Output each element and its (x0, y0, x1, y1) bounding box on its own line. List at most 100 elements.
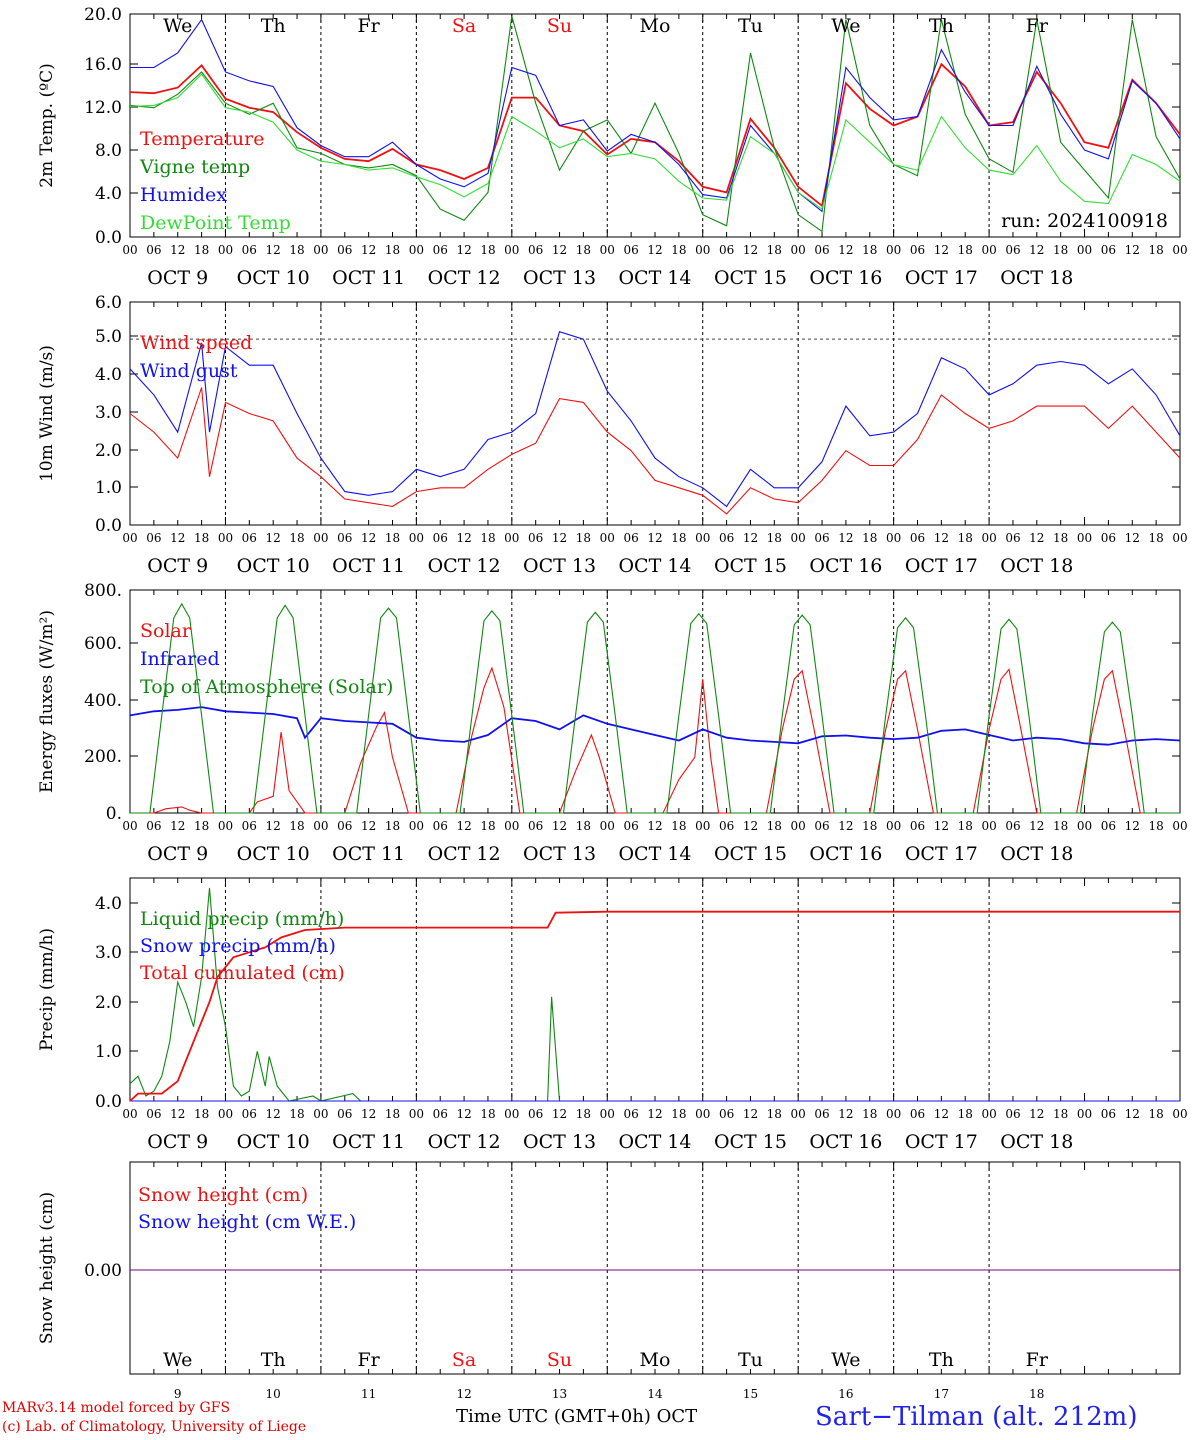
hour-tick-label: 00 (791, 243, 806, 257)
hour-tick-label: 06 (1005, 819, 1020, 833)
y-tick-label: 4.0 (95, 894, 122, 914)
hour-tick-label: 18 (671, 243, 686, 257)
hour-tick-label: 12 (647, 243, 662, 257)
date-label: OCT 15 (714, 1131, 787, 1153)
hour-tick-label: 18 (767, 819, 782, 833)
date-label: OCT 9 (147, 1131, 208, 1153)
hour-tick-label: 00 (695, 243, 710, 257)
hour-tick-label: 18 (289, 531, 304, 545)
weekday-label-bottom: Th (261, 1349, 286, 1371)
hour-tick-label: 00 (1172, 243, 1187, 257)
date-label: OCT 18 (1000, 555, 1073, 577)
y-tick-label: 5.0 (95, 327, 122, 347)
series-line-temperature (129, 62, 1181, 208)
hour-tick-label: 12 (743, 1107, 758, 1121)
hour-tick-label: 18 (194, 819, 209, 833)
hour-tick-label: 00 (122, 819, 137, 833)
hour-tick-label: 12 (361, 819, 376, 833)
y-tick-label: 0. (106, 804, 122, 824)
y-tick-label: 6.0 (95, 293, 122, 313)
hour-tick-label: 12 (1125, 243, 1140, 257)
legend-entry: Total cumulated (cm) (140, 962, 345, 984)
hour-tick-label: 12 (1029, 819, 1044, 833)
hour-tick-label: 18 (385, 243, 400, 257)
y-tick-label: 3.0 (95, 403, 122, 423)
date-label: OCT 16 (809, 555, 882, 577)
hour-tick-label: 18 (862, 531, 877, 545)
series-line-infrared (129, 706, 1181, 746)
hour-tick-label: 12 (456, 243, 471, 257)
hour-tick-label: 12 (838, 531, 853, 545)
date-label: OCT 9 (147, 267, 208, 289)
weekday-label-bottom: Fr (358, 1349, 381, 1371)
hour-tick-label: 18 (1053, 531, 1068, 545)
hour-tick-label: 00 (695, 531, 710, 545)
hour-tick-label: 12 (934, 819, 949, 833)
date-label: OCT 11 (332, 555, 405, 577)
panel-5: 0.00 Snow height (cm) Snow height (cm) Snow… (37, 1161, 1181, 1375)
hour-tick-label: 06 (1005, 243, 1020, 257)
hour-tick-label: 00 (313, 1107, 328, 1121)
hour-tick-label: 18 (289, 819, 304, 833)
weekday-label-top: Su (547, 15, 572, 37)
date-label: OCT 11 (332, 1131, 405, 1153)
hour-tick-label: 12 (838, 819, 853, 833)
legend-entry: Infrared (140, 648, 220, 670)
y-axis-title: Precip (mm/h) (37, 928, 57, 1051)
hour-tick-label: 18 (576, 1107, 591, 1121)
hour-tick-label: 00 (886, 819, 901, 833)
date-label: OCT 18 (1000, 1131, 1073, 1153)
date-label: OCT 17 (905, 267, 978, 289)
day-number-label: 15 (743, 1387, 758, 1401)
hour-tick-label: 12 (552, 1107, 567, 1121)
hour-tick-label: 18 (862, 819, 877, 833)
hour-tick-label: 06 (719, 1107, 734, 1121)
hour-tick-label: 06 (337, 1107, 352, 1121)
weekday-label-top: Mo (640, 15, 671, 37)
hour-tick-label: 06 (1101, 243, 1116, 257)
legend-entry: Solar (140, 620, 192, 642)
hour-tick-label: 18 (862, 1107, 877, 1121)
station-name: Sart−Tilman (alt. 212m) (815, 1402, 1138, 1432)
y-tick-label: 400. (84, 691, 122, 711)
hour-tick-label: 12 (647, 531, 662, 545)
date-label: OCT 17 (905, 555, 978, 577)
date-label: OCT 12 (428, 1131, 501, 1153)
hour-tick-label: 00 (122, 1107, 137, 1121)
hour-tick-label: 18 (671, 531, 686, 545)
hour-tick-label: 18 (289, 243, 304, 257)
hour-tick-label: 12 (456, 531, 471, 545)
weekday-label-top: Fr (1026, 15, 1049, 37)
day-number-label: 12 (456, 1387, 471, 1401)
hour-tick-label: 06 (337, 243, 352, 257)
hour-tick-label: 00 (886, 531, 901, 545)
date-label: OCT 12 (428, 843, 501, 865)
hour-tick-label: 06 (1101, 1107, 1116, 1121)
hour-tick-label: 00 (1077, 1107, 1092, 1121)
date-label: OCT 16 (809, 843, 882, 865)
panel-3: 0. 200. 400. 600. 800. Energy fluxes (W/m²) So… (37, 581, 1188, 865)
hour-tick-label: 12 (170, 819, 185, 833)
hour-tick-label: 00 (504, 243, 519, 257)
y-axis-title: Snow height (cm) (37, 1192, 57, 1344)
hour-tick-label: 12 (1029, 243, 1044, 257)
hour-tick-label: 18 (385, 531, 400, 545)
hour-tick-label: 00 (981, 243, 996, 257)
date-label: OCT 13 (523, 1131, 596, 1153)
hour-tick-label: 00 (600, 243, 615, 257)
hour-tick-label: 00 (600, 531, 615, 545)
y-tick-label: 4.0 (95, 184, 122, 204)
series-line-wind-gust (129, 331, 1181, 508)
hour-tick-label: 00 (1077, 531, 1092, 545)
hour-tick-label: 12 (934, 1107, 949, 1121)
y-tick-label: 12.0 (84, 98, 122, 118)
hour-tick-label: 06 (623, 243, 638, 257)
date-label: OCT 14 (618, 555, 691, 577)
hour-tick-label: 12 (1125, 531, 1140, 545)
legend-entry: Wind speed (140, 332, 252, 354)
hour-tick-label: 06 (910, 243, 925, 257)
day-number-label: 11 (361, 1387, 376, 1401)
hour-tick-label: 00 (504, 819, 519, 833)
series-line-wind-speed (129, 387, 1181, 515)
hour-tick-label: 18 (576, 819, 591, 833)
